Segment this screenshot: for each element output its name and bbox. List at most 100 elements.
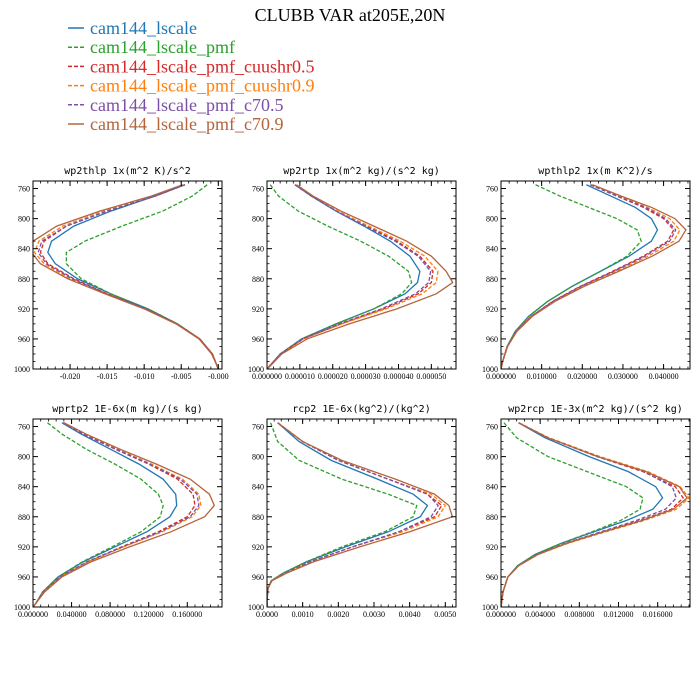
series-line bbox=[267, 184, 454, 369]
y-tick-label: 760 bbox=[252, 423, 264, 432]
y-tick-label: 800 bbox=[486, 453, 498, 462]
x-tick-label: -0.005 bbox=[171, 372, 192, 381]
series-line bbox=[501, 184, 659, 369]
y-tick-label: 840 bbox=[486, 483, 498, 492]
y-tick-label: 1000 bbox=[14, 603, 30, 612]
panel: wprtp2 1E-6x(m kg)/(s kg) 760 800 840 880 920… bbox=[14, 404, 223, 619]
x-tick-label: 0.000030 bbox=[351, 372, 381, 381]
series-line bbox=[267, 422, 447, 607]
y-tick-label: 1000 bbox=[248, 365, 264, 374]
series-group bbox=[501, 184, 687, 369]
y-tick-label: 1000 bbox=[482, 365, 498, 374]
series-line bbox=[267, 422, 429, 607]
legend-label: cam144_lscale_pmf_cuushr0.5 bbox=[90, 56, 314, 76]
y-tick-label: 760 bbox=[486, 423, 498, 432]
series-line bbox=[33, 422, 200, 607]
legend-label: cam144_lscale_pmf_cuushr0.9 bbox=[90, 76, 314, 96]
series-line bbox=[501, 184, 642, 369]
y-tick-label: 920 bbox=[486, 305, 498, 314]
series-line bbox=[267, 422, 418, 607]
panel: wpthlp2 1x(m K^2)/s 760 800 840 880 920 960 100… bbox=[482, 166, 691, 381]
series-line bbox=[501, 184, 677, 369]
y-tick-label: 840 bbox=[18, 245, 30, 254]
y-tick-label: 760 bbox=[252, 185, 264, 194]
series-group bbox=[501, 422, 690, 607]
x-tick-label: 0.030000 bbox=[608, 372, 638, 381]
series-line bbox=[501, 422, 690, 607]
legend-label: cam144_lscale_pmf bbox=[90, 37, 235, 57]
panel-title: wprtp2 1E-6x(m kg)/(s kg) bbox=[52, 404, 203, 415]
y-tick-label: 760 bbox=[18, 185, 30, 194]
x-tick-label: 0.000040 bbox=[383, 372, 413, 381]
series-group bbox=[267, 422, 454, 607]
series-group bbox=[267, 184, 454, 369]
x-tick-label: 0.000050 bbox=[416, 372, 446, 381]
legend-label: cam144_lscale_pmf_c70.5 bbox=[90, 95, 283, 115]
panel: wp2rtp 1x(m^2 kg)/(s^2 kg) 760 800 840 880 92… bbox=[248, 166, 457, 381]
series-line bbox=[267, 422, 454, 607]
series-line bbox=[501, 422, 688, 607]
legend-label: cam144_lscale_pmf_c70.9 bbox=[90, 114, 283, 134]
y-tick-label: 1000 bbox=[14, 365, 30, 374]
y-tick-label: 800 bbox=[252, 453, 264, 462]
panel: wp2rcp 1E-3x(m^2 kg)/(s^2 kg) 760 800 840 88… bbox=[482, 404, 691, 619]
x-tick-label: -0.015 bbox=[97, 372, 118, 381]
x-tick-label: 0.160000 bbox=[172, 610, 202, 619]
x-tick-label: 0.0000 bbox=[256, 610, 278, 619]
series-line bbox=[33, 184, 219, 369]
series-line bbox=[501, 422, 678, 607]
y-tick-label: 800 bbox=[18, 215, 30, 224]
legend: cam144_lscalecam144_lscale_pmfcam144_lsc… bbox=[68, 18, 314, 134]
x-tick-label: 0.0050 bbox=[434, 610, 456, 619]
y-tick-label: 760 bbox=[486, 185, 498, 194]
y-tick-label: 880 bbox=[252, 275, 264, 284]
panels: wp2thlp 1x(m^2 K)/s^2 760 800 840 880 920 960 1… bbox=[14, 166, 691, 619]
y-tick-label: 920 bbox=[252, 305, 264, 314]
panel-title: rcp2 1E-6x(kg^2)/(kg^2) bbox=[292, 404, 430, 415]
axis-frame bbox=[32, 418, 223, 608]
panel-title: wp2rtp 1x(m^2 kg)/(s^2 kg) bbox=[283, 166, 440, 177]
series-line bbox=[33, 184, 219, 369]
figure-title: CLUBB VAR at205E,20N bbox=[255, 5, 446, 25]
y-tick-label: 920 bbox=[486, 543, 498, 552]
y-tick-label: 840 bbox=[486, 245, 498, 254]
series-line bbox=[267, 184, 432, 369]
series-line bbox=[501, 184, 675, 369]
x-tick-label: -0.010 bbox=[134, 372, 155, 381]
axis-frame bbox=[32, 180, 223, 370]
series-line bbox=[267, 422, 439, 607]
axis-frame bbox=[266, 180, 457, 370]
series-line bbox=[33, 422, 178, 607]
series-line bbox=[501, 422, 644, 607]
x-tick-label: 0.016000 bbox=[643, 610, 673, 619]
x-tick-label: 0.0040 bbox=[399, 610, 421, 619]
x-tick-label: 0.012000 bbox=[604, 610, 634, 619]
x-tick-label: 0.000000 bbox=[252, 372, 282, 381]
y-tick-label: 840 bbox=[252, 245, 264, 254]
x-tick-label: 0.000000 bbox=[486, 610, 516, 619]
x-tick-label: -0.020 bbox=[60, 372, 81, 381]
series-line bbox=[267, 184, 434, 369]
y-tick-label: 880 bbox=[18, 513, 30, 522]
y-tick-label: 960 bbox=[18, 335, 30, 344]
x-tick-label: 0.010000 bbox=[527, 372, 557, 381]
y-tick-label: 840 bbox=[18, 483, 30, 492]
panel: wp2thlp 1x(m^2 K)/s^2 760 800 840 880 920 960 1… bbox=[14, 166, 229, 381]
y-tick-label: 880 bbox=[252, 513, 264, 522]
y-tick-label: 1000 bbox=[482, 603, 498, 612]
y-tick-label: 960 bbox=[18, 573, 30, 582]
y-tick-label: 920 bbox=[18, 305, 30, 314]
x-tick-label: 0.080000 bbox=[95, 610, 125, 619]
y-tick-label: 760 bbox=[18, 423, 30, 432]
x-tick-label: 0.0030 bbox=[363, 610, 385, 619]
x-tick-label: 0.0020 bbox=[327, 610, 349, 619]
series-line bbox=[65, 184, 219, 369]
series-line bbox=[267, 422, 443, 607]
y-tick-label: 920 bbox=[252, 543, 264, 552]
y-tick-label: 920 bbox=[18, 543, 30, 552]
x-tick-label: -0.000 bbox=[208, 372, 229, 381]
x-tick-label: 0.008000 bbox=[564, 610, 594, 619]
x-tick-label: 0.000020 bbox=[318, 372, 348, 381]
series-line bbox=[267, 184, 439, 369]
